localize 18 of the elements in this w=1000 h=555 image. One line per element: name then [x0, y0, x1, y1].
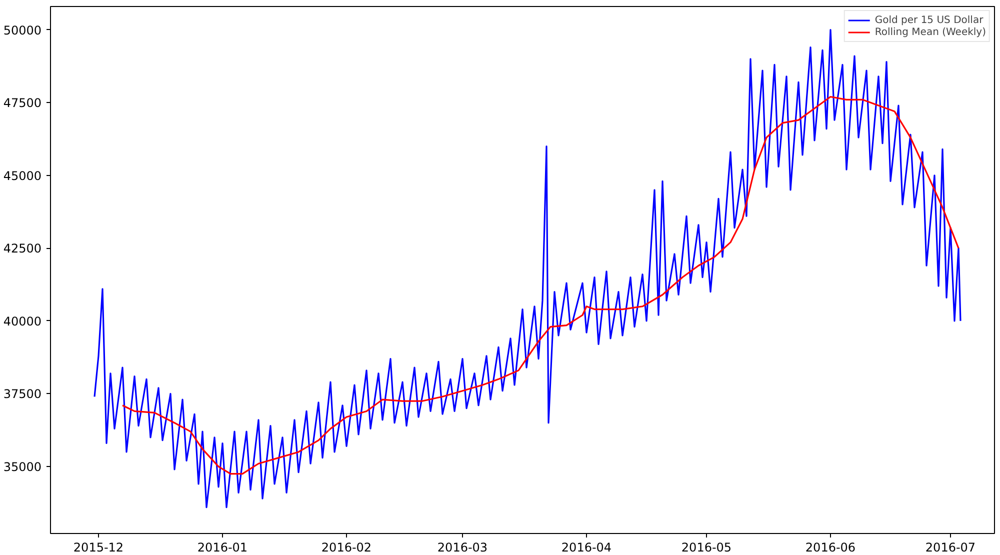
- y-tick-label: 35000: [3, 460, 42, 474]
- line-series: [122, 96, 960, 475]
- x-tick-label: 2016-03: [437, 540, 488, 554]
- y-tick-label: 42500: [3, 242, 42, 256]
- y-tick-label: 37500: [3, 387, 42, 402]
- y-tick-label: 45000: [3, 168, 42, 183]
- x-tick-label: 2015-12: [73, 540, 124, 554]
- y-tick-label: 40000: [3, 314, 42, 328]
- y-tick-label: 47500: [3, 96, 42, 110]
- x-tick-label: 2016-04: [561, 540, 612, 554]
- x-tick-label: 2016-01: [197, 540, 248, 554]
- x-tick-label: 2016-05: [681, 540, 732, 554]
- x-tick-label: 2016-02: [321, 540, 372, 554]
- x-tick-label: 2016-07: [925, 540, 976, 554]
- legend-label: Gold per 15 US Dollar: [874, 14, 984, 26]
- y-tick-label: 50000: [3, 23, 42, 38]
- legend-label: Rolling Mean (Weekly): [874, 26, 986, 38]
- x-tick-label: 2016-06: [805, 540, 856, 554]
